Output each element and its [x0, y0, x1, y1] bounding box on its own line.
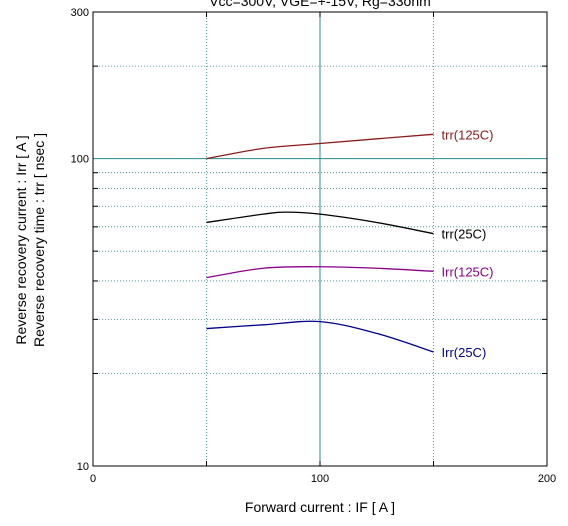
series-label-trr-125c: trr(125C): [442, 127, 494, 142]
series-label-trr-25c: trr(25C): [442, 227, 487, 242]
x-axis-title: Forward current : IF [ A ]: [245, 499, 395, 515]
series-lines: [206, 133, 434, 353]
chart-title: Vcc=300V, VGE=+-15V, Rg=33ohm: [209, 0, 431, 9]
series-label-irr-125c: Irr(125C): [442, 264, 494, 279]
x-tick-labels: 0 100 200: [90, 473, 556, 485]
x-tick-label: 100: [311, 473, 329, 485]
series-line-trr-125c: [206, 133, 434, 160]
grid: [93, 12, 547, 466]
series-line-irr-125c: [206, 266, 434, 279]
series-label-irr-25c: Irr(25C): [442, 345, 487, 360]
y-tick-label: 100: [71, 154, 89, 166]
series-labels: trr(125C) trr(25C) Irr(125C) Irr(25C): [442, 127, 494, 360]
y-axis-title-line-2: Reverse recovery current : Irr [ A ]: [13, 135, 29, 344]
plot-frame: [92, 11, 548, 467]
x-tick-label: 200: [538, 473, 556, 485]
x-tick-label: 0: [90, 473, 96, 485]
y-axis-title-line-1: Reverse recovery time : trr [ nsec ]: [31, 133, 47, 347]
series-line-irr-25c: [206, 320, 434, 353]
series-line-trr-25c: [206, 211, 434, 235]
y-tick-labels: 10 100 300: [71, 7, 89, 473]
y-tick-label: 10: [77, 461, 89, 473]
y-tick-label: 300: [71, 7, 89, 19]
